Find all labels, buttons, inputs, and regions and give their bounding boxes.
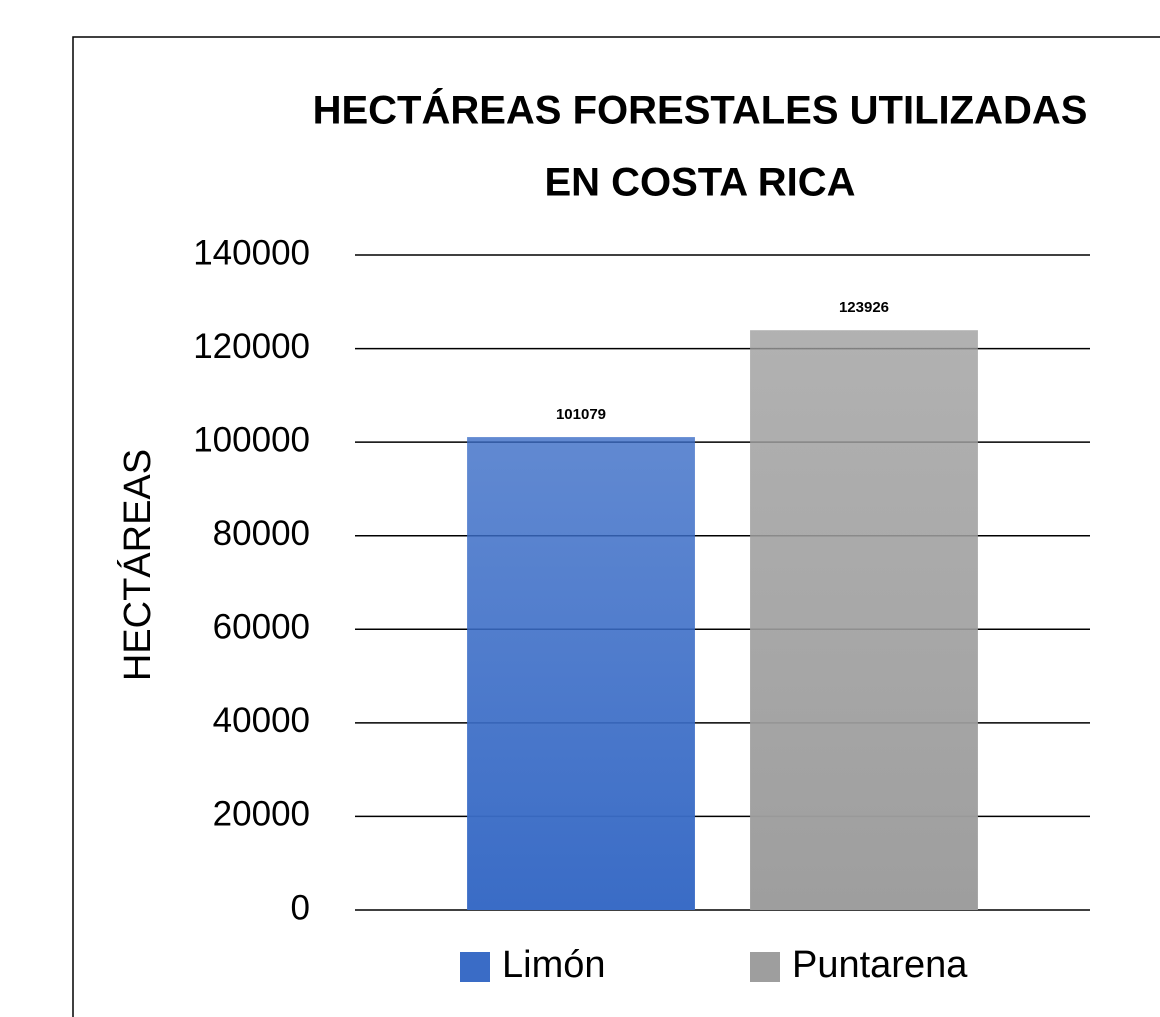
legend-label: Puntarena <box>792 944 968 986</box>
y-tick-label: 0 <box>291 888 310 927</box>
y-tick-label: 20000 <box>213 795 310 834</box>
y-tick-label: 140000 <box>193 233 310 272</box>
data-label: 123926 <box>839 299 889 316</box>
chart-title: EN COSTA RICA <box>544 161 855 205</box>
y-tick-label: 120000 <box>193 327 310 366</box>
bar <box>467 437 695 910</box>
y-tick-label: 100000 <box>193 420 310 459</box>
y-tick-label: 60000 <box>213 608 310 647</box>
y-tick-label: 40000 <box>213 701 310 740</box>
bar <box>750 330 978 910</box>
chart-title: HECTÁREAS FORESTALES UTILIZADAS <box>313 88 1088 133</box>
y-axis-title: HECTÁREAS <box>116 449 159 681</box>
legend-swatch <box>460 952 490 982</box>
legend-swatch <box>750 952 780 982</box>
data-label: 101079 <box>556 406 606 423</box>
y-tick-label: 80000 <box>213 514 310 553</box>
legend-label: Limón <box>502 944 606 986</box>
